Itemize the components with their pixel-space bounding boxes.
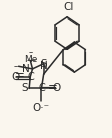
Text: S: S xyxy=(40,59,47,69)
Text: N: N xyxy=(22,64,29,74)
Text: Me: Me xyxy=(24,55,37,64)
Text: O: O xyxy=(11,72,19,82)
Text: S: S xyxy=(21,83,28,93)
Text: =: = xyxy=(14,69,24,82)
Text: O·⁻: O·⁻ xyxy=(33,103,50,113)
Text: =: = xyxy=(47,81,57,94)
Text: O: O xyxy=(52,83,60,93)
Text: N: N xyxy=(39,61,47,71)
Text: —: — xyxy=(27,56,36,65)
Text: C: C xyxy=(38,83,45,93)
Text: Cl: Cl xyxy=(62,2,73,12)
Text: –: – xyxy=(28,48,32,57)
Text: C: C xyxy=(27,72,34,82)
Text: –: – xyxy=(13,62,17,71)
